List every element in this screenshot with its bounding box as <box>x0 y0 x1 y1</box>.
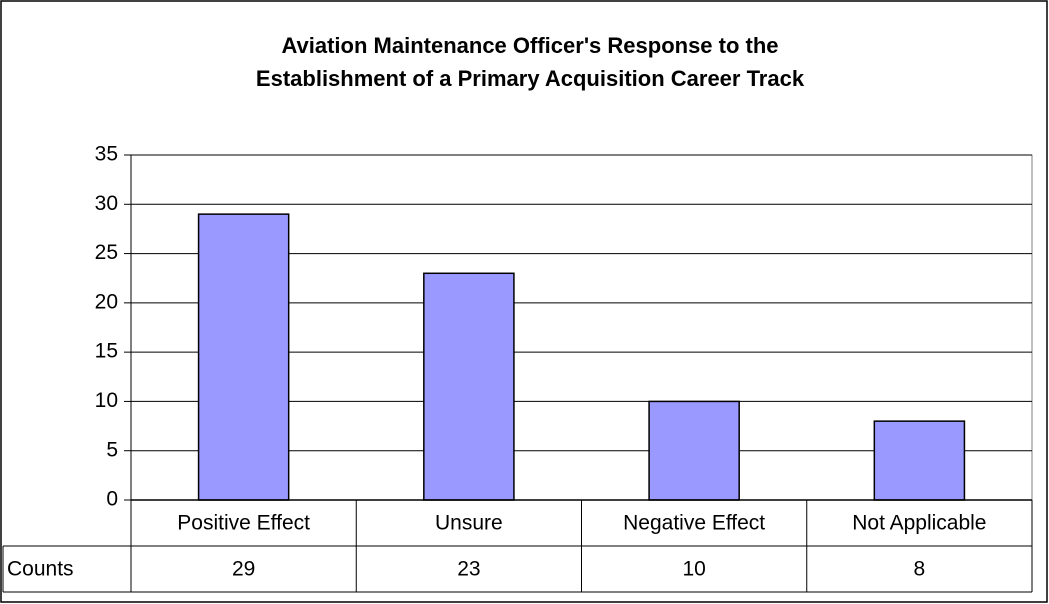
y-tick-label: 30 <box>95 192 118 215</box>
y-tick-label: 25 <box>95 241 118 264</box>
x-tick-label: Positive Effect <box>177 512 310 535</box>
table-value: 8 <box>914 558 926 581</box>
x-tick-label: Unsure <box>435 512 503 535</box>
table-value: 10 <box>682 558 705 581</box>
bar <box>648 400 740 501</box>
y-tick-label: 15 <box>95 340 118 363</box>
y-tick-label: 5 <box>106 438 118 461</box>
chart-title: Aviation Maintenance Officer's Response … <box>281 33 778 58</box>
x-tick-label: Not Applicable <box>852 512 986 535</box>
bar <box>197 213 290 501</box>
y-tick-label: 0 <box>106 488 118 511</box>
bar <box>423 272 515 501</box>
y-tick-label: 10 <box>95 389 118 412</box>
y-tick-label: 20 <box>95 290 118 313</box>
y-tick-label: 35 <box>95 143 118 166</box>
bar <box>873 420 966 501</box>
x-tick-label: Negative Effect <box>623 512 765 535</box>
chart-title: Establishment of a Primary Acquisition C… <box>256 66 805 91</box>
table-value: 29 <box>232 558 255 581</box>
legend-key: Counts <box>7 558 74 581</box>
table-value: 23 <box>457 558 480 581</box>
